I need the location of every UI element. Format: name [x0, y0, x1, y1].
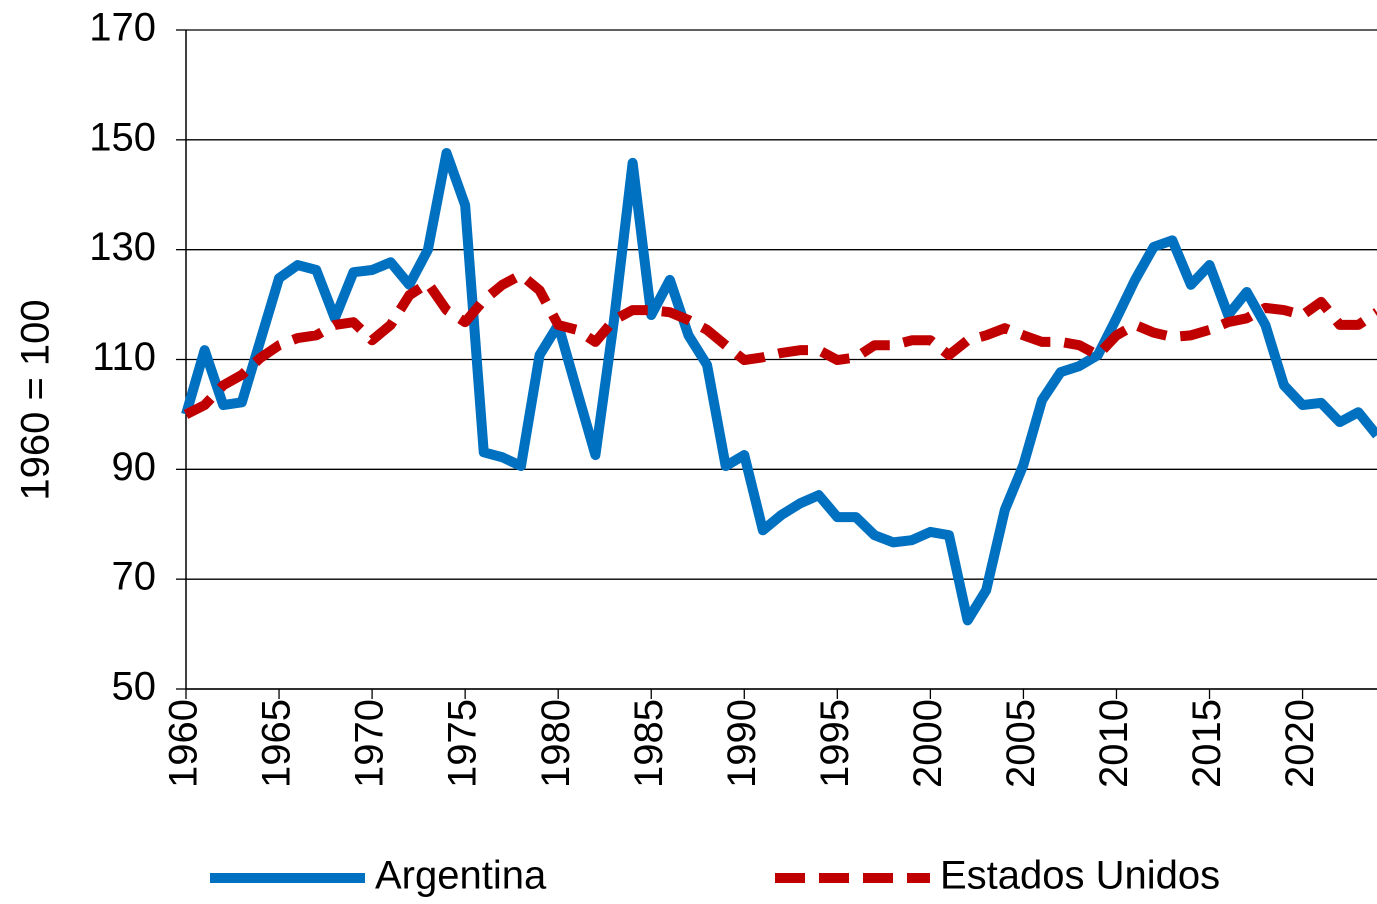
x-tick-label: 2000 — [906, 699, 950, 788]
y-axis-label: 1960 = 100 — [14, 299, 58, 500]
series-line — [181, 148, 1377, 626]
y-tick-label: 70 — [112, 555, 157, 599]
x-tick-label: 1980 — [534, 699, 578, 788]
x-tick-label: 2010 — [1092, 699, 1136, 788]
x-tick-label: 1990 — [720, 699, 764, 788]
x-tick-label: 1965 — [255, 699, 299, 788]
legend-label: Argentina — [375, 854, 547, 898]
x-tick-label: 2015 — [1185, 699, 1229, 788]
x-tick-label: 1975 — [441, 699, 485, 788]
y-tick-label: 150 — [89, 115, 156, 159]
y-tick-label: 90 — [112, 445, 157, 489]
x-tick-label: 1960 — [162, 699, 206, 788]
x-tick-label: 1995 — [813, 699, 857, 788]
x-tick-label: 2005 — [999, 699, 1043, 788]
legend-label: Estados Unidos — [940, 854, 1220, 898]
series-line — [183, 269, 1377, 419]
y-tick-label: 170 — [89, 6, 156, 50]
x-tick-label: 1970 — [348, 699, 392, 788]
y-tick-label: 50 — [112, 665, 157, 709]
x-tick-label: 1985 — [627, 699, 671, 788]
y-tick-label: 130 — [89, 225, 156, 269]
y-tick-label: 110 — [92, 335, 156, 379]
x-tick-label: 2020 — [1278, 699, 1322, 788]
